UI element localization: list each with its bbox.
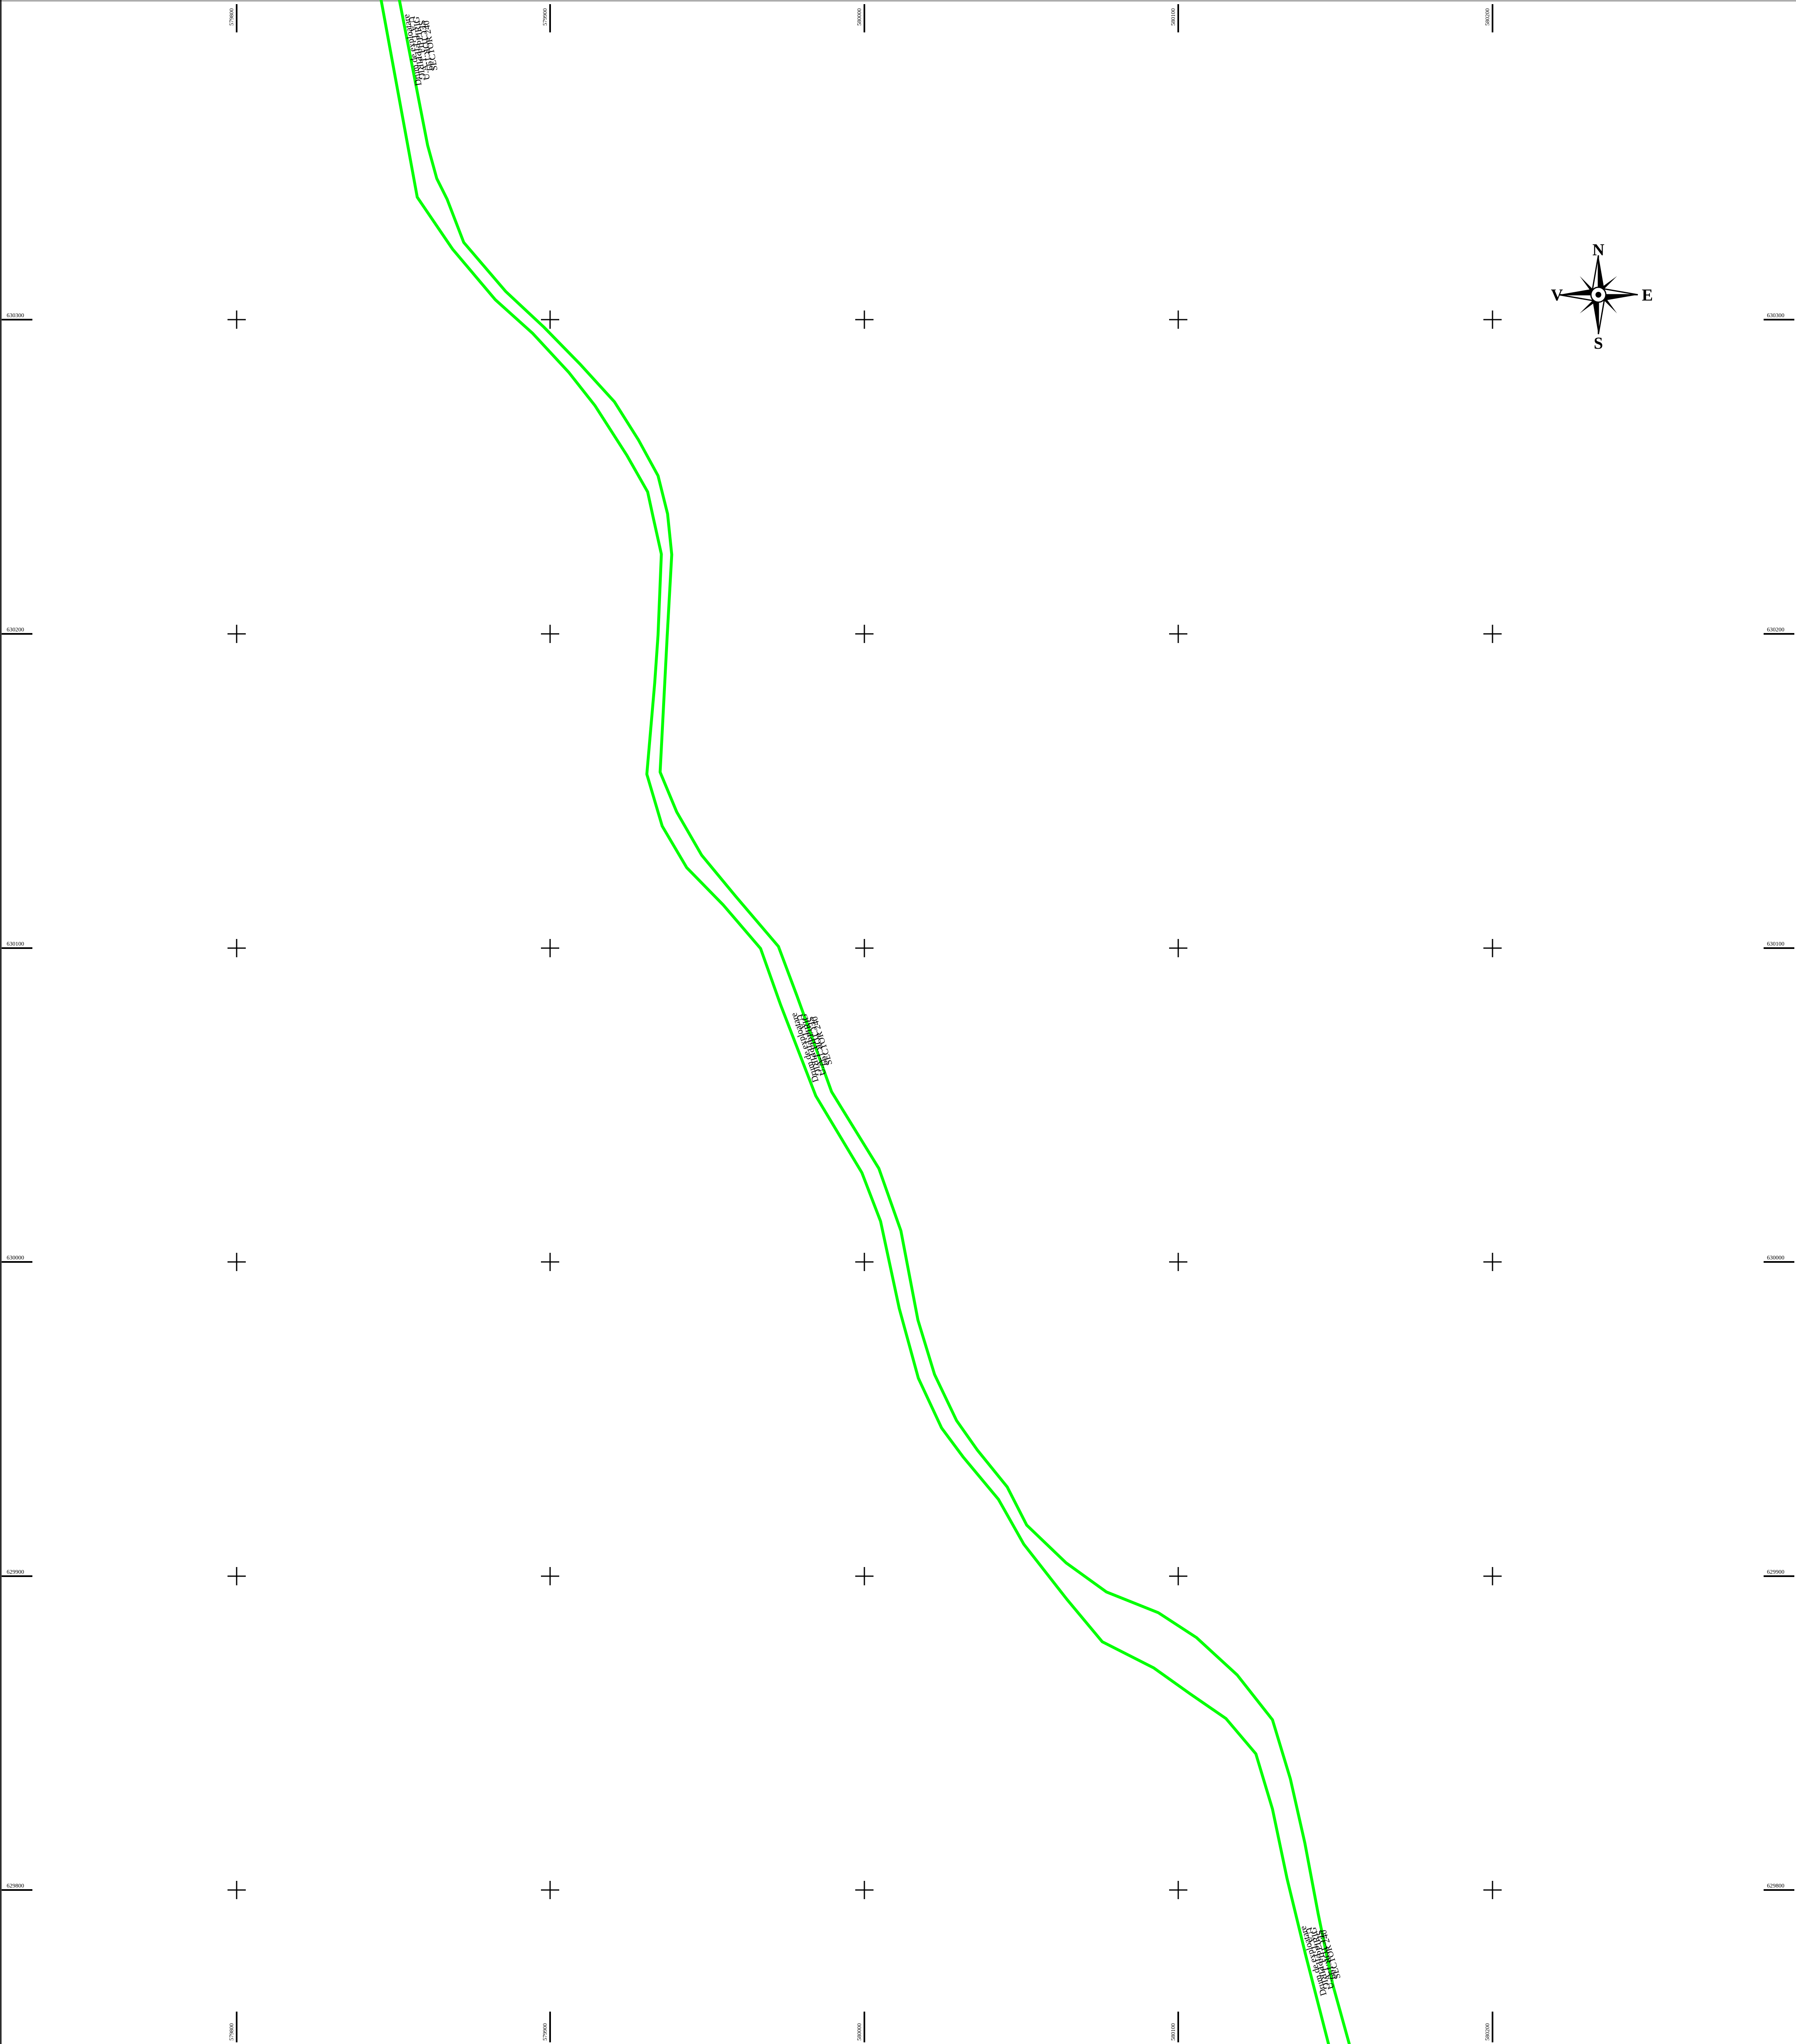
exploitation-road [379,0,1351,2044]
top-easting-label: 579900 [542,8,548,26]
grid-cross-icon [228,311,246,329]
bottom-easting-label: 580000 [856,2023,863,2041]
grid-cross-icon [1483,625,1502,643]
right-northing-label: 629900 [1767,1569,1784,1575]
grid-cross-icon [1483,939,1502,957]
right-northing-label: 630100 [1767,941,1784,947]
svg-text:Drum de exploatare U.A.T: Drum de exploatare U.A.T. FIPPIRIG SECTO… [788,1004,838,1084]
grid-cross-icon [1169,1881,1187,1899]
grid-cross-icon [228,1881,246,1899]
grid-cross-icon [1169,1567,1187,1585]
left-northing-label: 629900 [7,1569,24,1575]
right-northing-label: 630000 [1767,1255,1784,1261]
top-easting-label: 580200 [1485,8,1491,26]
left-northing-label: 629800 [7,1883,24,1889]
grid-cross-icon [1169,625,1187,643]
grid-cross-icon [855,1567,874,1585]
bottom-easting-label: 579900 [542,2023,548,2041]
grid-cross-icon [1483,311,1502,329]
grid-cross-icon [541,1881,559,1899]
grid-cross-icon [541,1253,559,1271]
compass-rose-icon: N S E V [1551,240,1653,352]
grid-cross-icon [1483,1253,1502,1271]
compass-east-label: E [1642,286,1653,304]
compass-west-label: V [1551,286,1563,304]
grid-cross-icon [1169,1253,1187,1271]
grid-cross-icon [1483,1881,1502,1899]
grid-cross-icon [855,939,874,957]
right-northing-label: 630300 [1767,313,1784,319]
grid-cross-icon [855,1253,874,1271]
border-ticks: 579800 579800 579900 579900 580000 580000 5801… [2,4,1794,2042]
bottom-easting-label: 580200 [1485,2023,1491,2041]
left-northing-label: 630300 [7,313,24,319]
bottom-easting-label: 580100 [1170,2023,1177,2041]
bottom-easting-label: 579800 [229,2023,235,2041]
grid-cross-icon [1483,1567,1502,1585]
top-easting-label: 580000 [856,8,863,26]
compass-north-label: N [1593,240,1605,259]
grid-cross-icon [228,1253,246,1271]
grid-cross-icon [855,1881,874,1899]
road-left-edge [379,0,1330,2044]
grid-cross-icon [541,625,559,643]
right-northing-label: 630200 [1767,627,1784,633]
left-northing-label: 630200 [7,627,24,633]
compass-south-label: S [1594,334,1603,352]
road-right-edge [398,0,1351,2044]
left-northing-label: 630000 [7,1255,24,1261]
top-easting-label: 579800 [229,8,235,26]
grid-cross-icon [541,1567,559,1585]
top-easting-label: 580100 [1170,8,1177,26]
grid-cross-icon [855,311,874,329]
grid-cross-icon [541,939,559,957]
grid-cross-icon [1169,939,1187,957]
road-label-group-2: SECTOR 199 U.A.T. FIPPIRIG Drum de explo… [788,1004,838,1084]
grid-cross-icon [228,1567,246,1585]
grid-cross-icon [855,625,874,643]
grid-cross-icon [228,939,246,957]
left-northing-label: 630100 [7,941,24,947]
right-northing-label: 629800 [1767,1883,1784,1889]
grid-cross-icon [228,625,246,643]
compass-star-icon [1559,255,1638,335]
grid-crosses [228,311,1502,1899]
grid-cross-icon [541,311,559,329]
grid-cross-icon [1169,311,1187,329]
road-label-group-3: SECTOR 199 U.A.T. FIPPIRIG Drum de explo… [1297,1925,1343,1997]
